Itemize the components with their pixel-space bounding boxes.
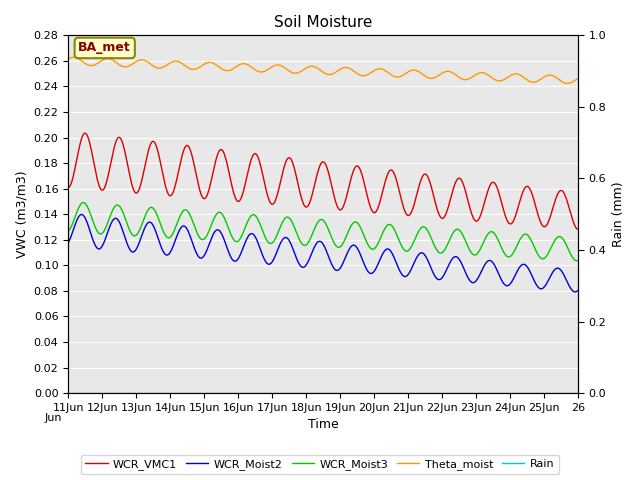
Rain bbox=[178, 390, 186, 396]
Rain bbox=[74, 390, 81, 396]
WCR_Moist2 bbox=[127, 248, 134, 253]
WCR_Moist3 bbox=[401, 247, 408, 253]
WCR_VMC1 bbox=[575, 227, 582, 232]
Rain bbox=[400, 390, 408, 396]
WCR_Moist2 bbox=[205, 241, 213, 247]
WCR_Moist2 bbox=[64, 240, 72, 246]
WCR_Moist3 bbox=[575, 257, 582, 263]
Rain bbox=[205, 390, 212, 396]
X-axis label: Time: Time bbox=[308, 419, 339, 432]
WCR_VMC1 bbox=[386, 168, 394, 174]
Line: Theta_moist: Theta_moist bbox=[68, 57, 579, 84]
Theta_moist bbox=[127, 62, 134, 68]
WCR_Moist3 bbox=[79, 200, 87, 205]
WCR_Moist2 bbox=[572, 289, 579, 295]
WCR_Moist3 bbox=[74, 208, 81, 214]
WCR_VMC1 bbox=[127, 177, 134, 182]
Rain bbox=[126, 390, 134, 396]
Line: WCR_Moist3: WCR_Moist3 bbox=[68, 203, 579, 261]
Line: WCR_Moist2: WCR_Moist2 bbox=[68, 215, 579, 292]
WCR_Moist3 bbox=[573, 258, 580, 264]
WCR_Moist2 bbox=[74, 216, 81, 222]
Theta_moist bbox=[564, 81, 572, 86]
WCR_Moist3 bbox=[386, 221, 394, 227]
Y-axis label: Rain (mm): Rain (mm) bbox=[612, 181, 625, 247]
WCR_Moist2 bbox=[401, 274, 408, 279]
WCR_VMC1 bbox=[81, 131, 89, 136]
Theta_moist bbox=[386, 71, 394, 77]
Text: Jun: Jun bbox=[44, 413, 61, 423]
WCR_Moist3 bbox=[64, 228, 72, 234]
WCR_Moist3 bbox=[205, 227, 213, 233]
WCR_Moist3 bbox=[127, 229, 134, 235]
Theta_moist bbox=[179, 61, 186, 67]
Rain bbox=[385, 390, 393, 396]
Theta_moist bbox=[74, 56, 82, 61]
WCR_Moist2 bbox=[386, 247, 394, 252]
WCR_VMC1 bbox=[179, 152, 186, 157]
Rain bbox=[64, 390, 72, 396]
Y-axis label: VWC (m3/m3): VWC (m3/m3) bbox=[15, 170, 28, 258]
Theta_moist bbox=[64, 56, 72, 62]
Legend: WCR_VMC1, WCR_Moist2, WCR_Moist3, Theta_moist, Rain: WCR_VMC1, WCR_Moist2, WCR_Moist3, Theta_… bbox=[81, 455, 559, 474]
WCR_VMC1 bbox=[74, 154, 81, 159]
WCR_Moist2 bbox=[78, 212, 86, 217]
WCR_VMC1 bbox=[401, 207, 408, 213]
Line: WCR_VMC1: WCR_VMC1 bbox=[68, 133, 579, 229]
WCR_Moist3 bbox=[179, 209, 186, 215]
Theta_moist bbox=[70, 54, 77, 60]
Text: BA_met: BA_met bbox=[78, 41, 131, 54]
WCR_Moist2 bbox=[179, 224, 186, 229]
Theta_moist bbox=[401, 72, 408, 77]
WCR_VMC1 bbox=[205, 185, 213, 191]
WCR_VMC1 bbox=[64, 184, 72, 190]
Theta_moist bbox=[205, 60, 213, 65]
Theta_moist bbox=[575, 75, 582, 81]
WCR_Moist2 bbox=[575, 287, 582, 293]
Title: Soil Moisture: Soil Moisture bbox=[274, 15, 372, 30]
Rain bbox=[575, 390, 582, 396]
